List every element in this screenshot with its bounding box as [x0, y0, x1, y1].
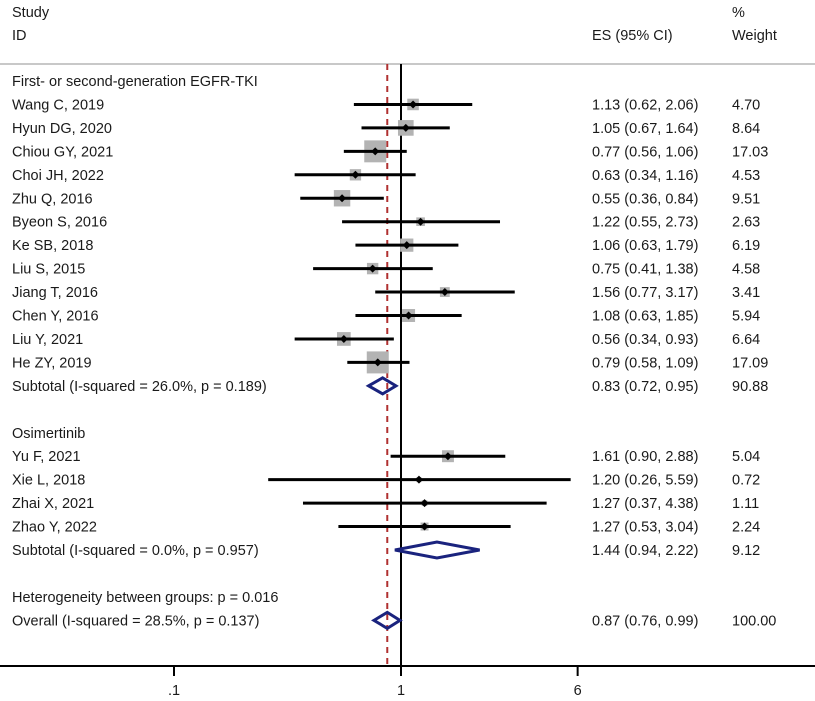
group-label: First- or second-generation EGFR-TKI [12, 74, 258, 90]
header-id: ID [12, 28, 27, 44]
weight-text: 90.88 [732, 379, 768, 395]
study-label: Chiou GY, 2021 [12, 144, 113, 160]
study-label: He ZY, 2019 [12, 355, 92, 371]
weight-text: 1.11 [732, 496, 759, 512]
study-label: Liu Y, 2021 [12, 332, 83, 348]
header-percent: % [732, 5, 745, 21]
study-label: Liu S, 2015 [12, 262, 85, 278]
effect-size-text: 0.56 (0.34, 0.93) [592, 332, 698, 348]
study-label: Choi JH, 2022 [12, 168, 104, 184]
effect-size-text: 1.08 (0.63, 1.85) [592, 309, 698, 325]
header: Study ID ES (95% CI) % Weight [0, 5, 815, 65]
weight-text: 3.41 [732, 285, 760, 301]
study-label: Byeon S, 2016 [12, 215, 107, 231]
study-label: Chen Y, 2016 [12, 309, 99, 325]
x-axis-tick-label: .1 [168, 683, 180, 699]
heterogeneity-note: Heterogeneity between groups: p = 0.016 [12, 590, 278, 606]
effect-size-text: 1.56 (0.77, 3.17) [592, 285, 698, 301]
subtotal-label: Subtotal (I-squared = 26.0%, p = 0.189) [12, 379, 267, 395]
weight-text: 6.64 [732, 332, 760, 348]
subtotal-diamond [394, 540, 480, 560]
effect-size-text: 0.79 (0.58, 1.09) [592, 355, 698, 371]
effect-size-text: 1.44 (0.94, 2.22) [592, 543, 698, 559]
point-estimate-marker [373, 358, 382, 367]
point-estimate-marker [414, 475, 423, 484]
effect-size-text: 0.75 (0.41, 1.38) [592, 262, 698, 278]
point-estimate-marker [416, 217, 425, 226]
header-weight: Weight [732, 28, 777, 44]
x-axis-tick-label: 1 [397, 683, 405, 699]
overall-diamond [371, 610, 403, 631]
overall-label: Overall (I-squared = 28.5%, p = 0.137) [12, 613, 259, 629]
point-estimate-marker [402, 241, 411, 250]
header-es: ES (95% CI) [592, 28, 673, 44]
weight-text: 9.51 [732, 191, 760, 207]
study-label: Jiang T, 2016 [12, 285, 98, 301]
point-estimate-marker [404, 311, 413, 320]
weight-text: 6.19 [732, 238, 760, 254]
weight-text: 4.58 [732, 262, 760, 278]
point-estimate-marker [420, 499, 429, 508]
effect-size-text: 1.22 (0.55, 2.73) [592, 215, 698, 231]
x-axis-tick-label: 6 [574, 683, 582, 699]
study-label: Zhai X, 2021 [12, 496, 94, 512]
plot-marks [268, 98, 571, 631]
point-estimate-marker [401, 123, 410, 132]
effect-size-text: 0.55 (0.36, 0.84) [592, 191, 698, 207]
weight-text: 4.53 [732, 168, 760, 184]
effect-size-text: 1.27 (0.37, 4.38) [592, 496, 698, 512]
weight-text: 17.09 [732, 355, 768, 371]
effect-size-text: 1.61 (0.90, 2.88) [592, 449, 698, 465]
study-label: Hyun DG, 2020 [12, 121, 112, 137]
effect-size-text: 1.27 (0.53, 3.04) [592, 520, 698, 536]
point-estimate-marker [440, 288, 449, 297]
group-label: Osimertinib [12, 426, 85, 442]
weight-text: 100.00 [732, 613, 776, 629]
point-estimate-marker [368, 264, 377, 273]
point-estimate-marker [443, 452, 452, 461]
study-label: Xie L, 2018 [12, 473, 85, 489]
weight-text: 5.04 [732, 449, 760, 465]
study-label: Zhu Q, 2016 [12, 191, 93, 207]
subtotal-diamond [365, 376, 399, 396]
weight-text: 0.72 [732, 473, 760, 489]
x-axis: .1 1 6 [0, 665, 815, 699]
reference-lines [386, 64, 402, 666]
study-label: Zhao Y, 2022 [12, 520, 97, 536]
point-estimate-marker [371, 147, 380, 156]
effect-size-text: 1.06 (0.63, 1.79) [592, 238, 698, 254]
effect-size-text: 1.20 (0.26, 5.59) [592, 473, 698, 489]
point-estimate-marker [338, 194, 347, 203]
point-estimate-marker [420, 522, 429, 531]
effect-size-text: 0.87 (0.76, 0.99) [592, 613, 698, 629]
header-study: Study [12, 5, 50, 21]
point-estimate-marker [339, 334, 348, 343]
point-estimate-marker [409, 100, 418, 109]
row-labels: First- or second-generation EGFR-TKI Wang… [12, 74, 776, 629]
study-label: Wang C, 2019 [12, 97, 104, 113]
study-label: Yu F, 2021 [12, 449, 81, 465]
effect-size-text: 0.77 (0.56, 1.06) [592, 144, 698, 160]
weight-text: 2.63 [732, 215, 760, 231]
effect-size-text: 0.63 (0.34, 1.16) [592, 168, 698, 184]
weight-text: 5.94 [732, 309, 760, 325]
weight-text: 8.64 [732, 121, 760, 137]
effect-size-text: 0.83 (0.72, 0.95) [592, 379, 698, 395]
weight-text: 9.12 [732, 543, 760, 559]
weight-text: 4.70 [732, 97, 760, 113]
subtotal-label: Subtotal (I-squared = 0.0%, p = 0.957) [12, 543, 259, 559]
weight-text: 17.03 [732, 144, 768, 160]
effect-size-text: 1.13 (0.62, 2.06) [592, 97, 698, 113]
study-label: Ke SB, 2018 [12, 238, 93, 254]
effect-size-text: 1.05 (0.67, 1.64) [592, 121, 698, 137]
weight-text: 2.24 [732, 520, 760, 536]
point-estimate-marker [351, 170, 360, 179]
